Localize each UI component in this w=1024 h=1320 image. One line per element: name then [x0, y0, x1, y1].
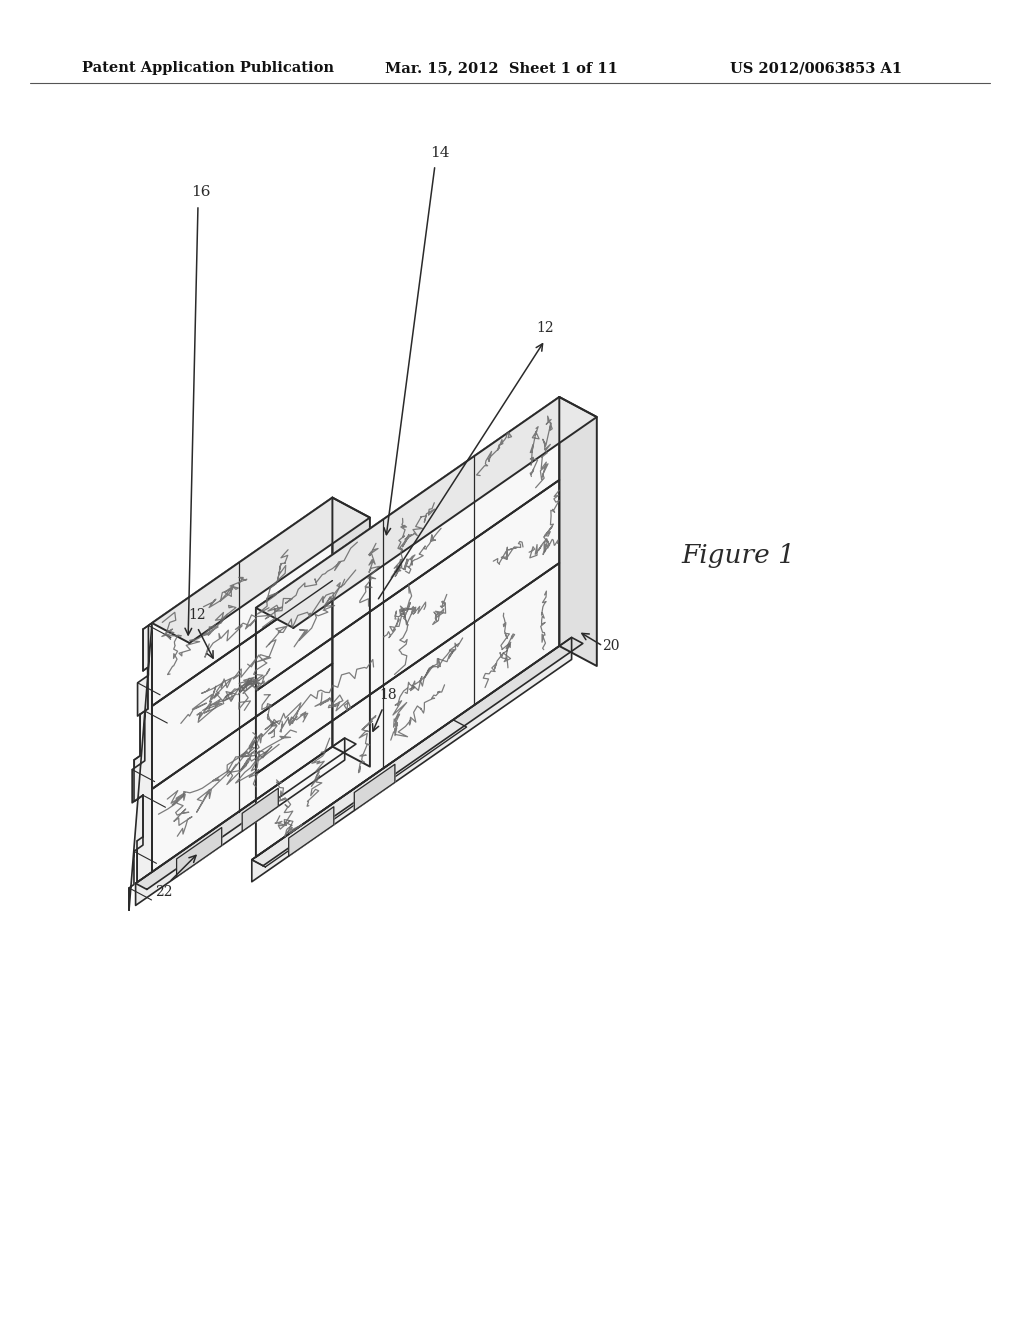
Polygon shape	[152, 498, 333, 706]
Polygon shape	[256, 564, 559, 857]
Text: 14: 14	[430, 147, 450, 160]
Polygon shape	[354, 764, 395, 810]
Polygon shape	[256, 397, 597, 628]
Text: Mar. 15, 2012  Sheet 1 of 11: Mar. 15, 2012 Sheet 1 of 11	[385, 61, 617, 75]
Polygon shape	[252, 719, 467, 867]
Polygon shape	[252, 638, 583, 866]
Polygon shape	[256, 397, 559, 690]
Polygon shape	[135, 738, 356, 890]
Text: US 2012/0063853 A1: US 2012/0063853 A1	[730, 61, 902, 75]
Text: Patent Application Publication: Patent Application Publication	[82, 61, 334, 75]
Text: 12: 12	[537, 321, 554, 335]
Polygon shape	[559, 397, 597, 667]
Text: 16: 16	[191, 185, 211, 199]
Text: 18: 18	[379, 688, 397, 702]
Polygon shape	[243, 788, 279, 832]
Text: 22: 22	[156, 886, 173, 899]
Polygon shape	[129, 623, 152, 909]
Polygon shape	[135, 738, 345, 906]
Polygon shape	[176, 828, 222, 876]
Text: 12: 12	[188, 609, 206, 622]
Text: 20: 20	[602, 639, 620, 653]
Polygon shape	[152, 498, 370, 643]
Polygon shape	[252, 638, 571, 882]
Polygon shape	[152, 664, 333, 873]
Polygon shape	[289, 807, 334, 857]
Text: Figure 1: Figure 1	[681, 543, 795, 568]
Polygon shape	[333, 498, 370, 767]
Polygon shape	[152, 581, 333, 789]
Polygon shape	[134, 623, 152, 882]
Polygon shape	[256, 480, 559, 774]
